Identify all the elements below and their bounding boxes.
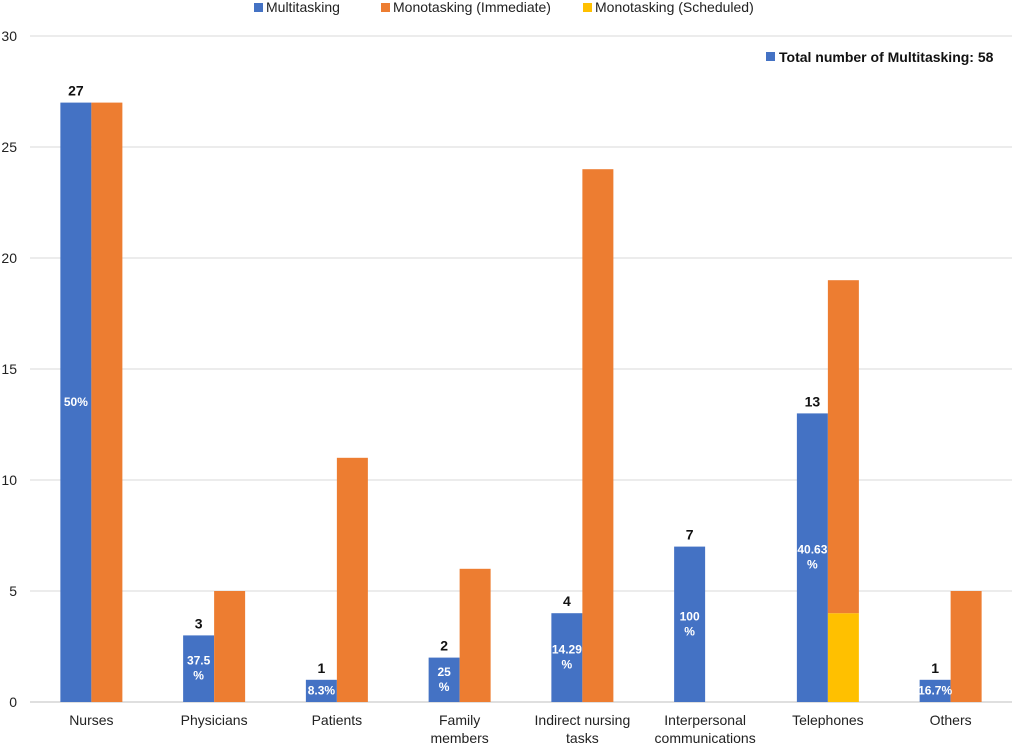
bar-monotasking-immediate: [214, 591, 246, 702]
category-label: Interpersonal communications: [655, 712, 756, 746]
percent-label: 40.63%: [797, 543, 827, 572]
category-label: Telephones: [792, 712, 864, 728]
percent-label: 100%: [680, 609, 700, 638]
count-label: 2: [440, 638, 448, 654]
category-label: Indirect nursing tasks: [535, 712, 631, 746]
bar-monotasking-immediate: [827, 280, 859, 614]
legend: Multitasking Monotasking (Immediate) Monot…: [254, 0, 754, 15]
bar-monotasking-immediate: [582, 169, 614, 702]
bar-multitasking: [796, 413, 828, 702]
y-axis: 0 5 10 15 20 25 30: [1, 28, 17, 710]
bar-multitasking: [919, 679, 951, 702]
annotation-swatch: [766, 52, 775, 61]
category-label: Others: [930, 712, 972, 728]
bar-multitasking: [428, 657, 460, 702]
count-label: 3: [195, 615, 203, 631]
y-tick-label: 5: [9, 583, 17, 599]
legend-swatch: [254, 3, 263, 12]
percent-label: 25%: [437, 665, 451, 694]
legend-swatch: [381, 3, 390, 12]
annotation-text: Total number of Multitasking: 58: [779, 49, 994, 65]
bar-multitasking: [674, 546, 706, 702]
y-tick-label: 15: [1, 361, 17, 377]
bar-monotasking-immediate: [950, 591, 982, 702]
y-tick-label: 25: [1, 139, 17, 155]
bars: [60, 102, 982, 703]
y-tick-label: 30: [1, 28, 17, 44]
count-label: 1: [317, 660, 325, 676]
total-annotation: Total number of Multitasking: 58: [766, 49, 994, 65]
legend-label: Monotasking (Scheduled): [595, 0, 754, 15]
category-label: Patients: [312, 712, 363, 728]
bar-multitasking: [305, 679, 337, 702]
percent-label: 50%: [64, 395, 88, 409]
count-label: 1: [931, 660, 939, 676]
count-label: 27: [68, 83, 84, 99]
gridlines: [30, 35, 1012, 703]
category-label: Nurses: [69, 712, 113, 728]
percent-label: 8.3%: [308, 683, 336, 697]
percent-label: 16.7%: [918, 683, 952, 697]
percent-label: 37.5%: [187, 654, 211, 683]
count-label: 7: [686, 527, 694, 543]
count-label: 13: [805, 393, 821, 409]
bar-monotasking-scheduled: [827, 613, 859, 702]
y-tick-label: 20: [1, 250, 17, 266]
count-label: 4: [563, 593, 571, 609]
bar-monotasking-immediate: [91, 102, 123, 703]
bar-multitasking: [60, 102, 92, 703]
y-tick-label: 0: [9, 694, 17, 710]
bar-monotasking-immediate: [336, 457, 368, 702]
y-tick-label: 10: [1, 472, 17, 488]
category-label: Physicians: [181, 712, 248, 728]
category-label: Family members: [430, 712, 488, 746]
bar-multitasking: [551, 613, 583, 702]
legend-label: Multitasking: [266, 0, 340, 15]
bar-multitasking: [183, 635, 215, 702]
legend-swatch: [583, 3, 592, 12]
x-axis-categories: Nurses Physicians Patients Family members Ind…: [69, 712, 971, 746]
bar-monotasking-immediate: [459, 568, 491, 702]
percent-label: 14.29%: [552, 643, 582, 672]
legend-label: Monotasking (Immediate): [393, 0, 551, 15]
data-labels: 27 50% 3 37.5% 1 8.3% 2 25 % 4 14.29 % 7 100 % 13 40.63%…: [64, 83, 953, 698]
